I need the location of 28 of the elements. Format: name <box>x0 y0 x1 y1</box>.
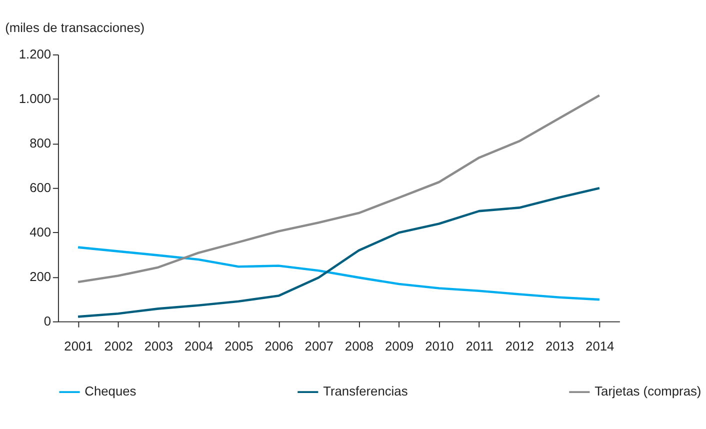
x-tick-label: 2004 <box>184 338 214 354</box>
x-tick-label: 2012 <box>505 338 534 354</box>
x-tick-label: 2005 <box>224 338 254 354</box>
y-tick-label: 0 <box>44 314 52 329</box>
x-tick-label: 2006 <box>264 338 294 354</box>
x-tick-label: 2014 <box>586 338 614 354</box>
line-series <box>76 246 601 301</box>
x-tick-label: 2011 <box>466 338 494 354</box>
y-tick-label: 400 <box>30 224 52 240</box>
x-tick-label: 2002 <box>104 338 133 354</box>
legend-label: Transferencias <box>323 384 408 399</box>
y-tick-label: 800 <box>30 136 52 151</box>
x-tick-label: 2013 <box>545 338 574 354</box>
y-tick-label: 1.200 <box>18 46 52 62</box>
x-tick-label: 2003 <box>144 338 174 354</box>
legend-label: Cheques <box>84 384 136 399</box>
line-series <box>76 94 601 284</box>
x-tick-label: 2008 <box>344 338 374 354</box>
y-tick-label: 1.000 <box>18 91 52 106</box>
y-tick-label: 600 <box>30 180 52 196</box>
y-axis-title: (miles de transacciones) <box>5 20 145 35</box>
legend-label: Tarjetas (compras) <box>594 384 702 399</box>
x-tick-label: 2007 <box>304 338 334 354</box>
line-series <box>76 186 601 318</box>
x-tick-label: 2001 <box>64 338 93 354</box>
x-tick-label: 2009 <box>385 338 414 354</box>
y-tick-label: 200 <box>30 269 52 284</box>
x-tick-label: 2010 <box>425 338 454 354</box>
